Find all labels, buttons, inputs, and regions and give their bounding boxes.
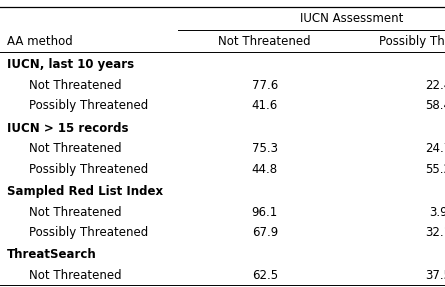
Text: ThreatSearch: ThreatSearch	[7, 248, 97, 261]
Text: 77.6: 77.6	[252, 79, 278, 92]
Text: IUCN > 15 records: IUCN > 15 records	[7, 121, 128, 135]
Text: Not Threatened: Not Threatened	[29, 142, 121, 156]
Text: Not Threatened: Not Threatened	[29, 206, 121, 219]
Text: Sampled Red List Index: Sampled Red List Index	[7, 185, 163, 198]
Text: 22.4: 22.4	[425, 79, 445, 92]
Text: Not Threatened: Not Threatened	[29, 79, 121, 92]
Text: Possibly Threatened: Possibly Threatened	[379, 35, 445, 48]
Text: AA method: AA method	[7, 35, 73, 48]
Text: IUCN, last 10 years: IUCN, last 10 years	[7, 58, 134, 71]
Text: IUCN Assessment: IUCN Assessment	[300, 12, 403, 25]
Text: Possibly Threatened: Possibly Threatened	[29, 162, 148, 176]
Text: 96.1: 96.1	[252, 206, 278, 219]
Text: 3.9: 3.9	[429, 206, 445, 219]
Text: 37.5: 37.5	[425, 269, 445, 282]
Text: 67.9: 67.9	[252, 226, 278, 239]
Text: Possibly Threatened: Possibly Threatened	[29, 99, 148, 112]
Text: 41.6: 41.6	[252, 99, 278, 112]
Text: 62.5: 62.5	[252, 269, 278, 282]
Text: 24.7: 24.7	[425, 142, 445, 156]
Text: Possibly Threatened: Possibly Threatened	[29, 226, 148, 239]
Text: 44.8: 44.8	[252, 162, 278, 176]
Text: 58.4: 58.4	[425, 99, 445, 112]
Text: Not Threatened: Not Threatened	[29, 269, 121, 282]
Text: 55.2: 55.2	[425, 162, 445, 176]
Text: 32.1: 32.1	[425, 226, 445, 239]
Text: 75.3: 75.3	[252, 142, 278, 156]
Text: Not Threatened: Not Threatened	[218, 35, 311, 48]
